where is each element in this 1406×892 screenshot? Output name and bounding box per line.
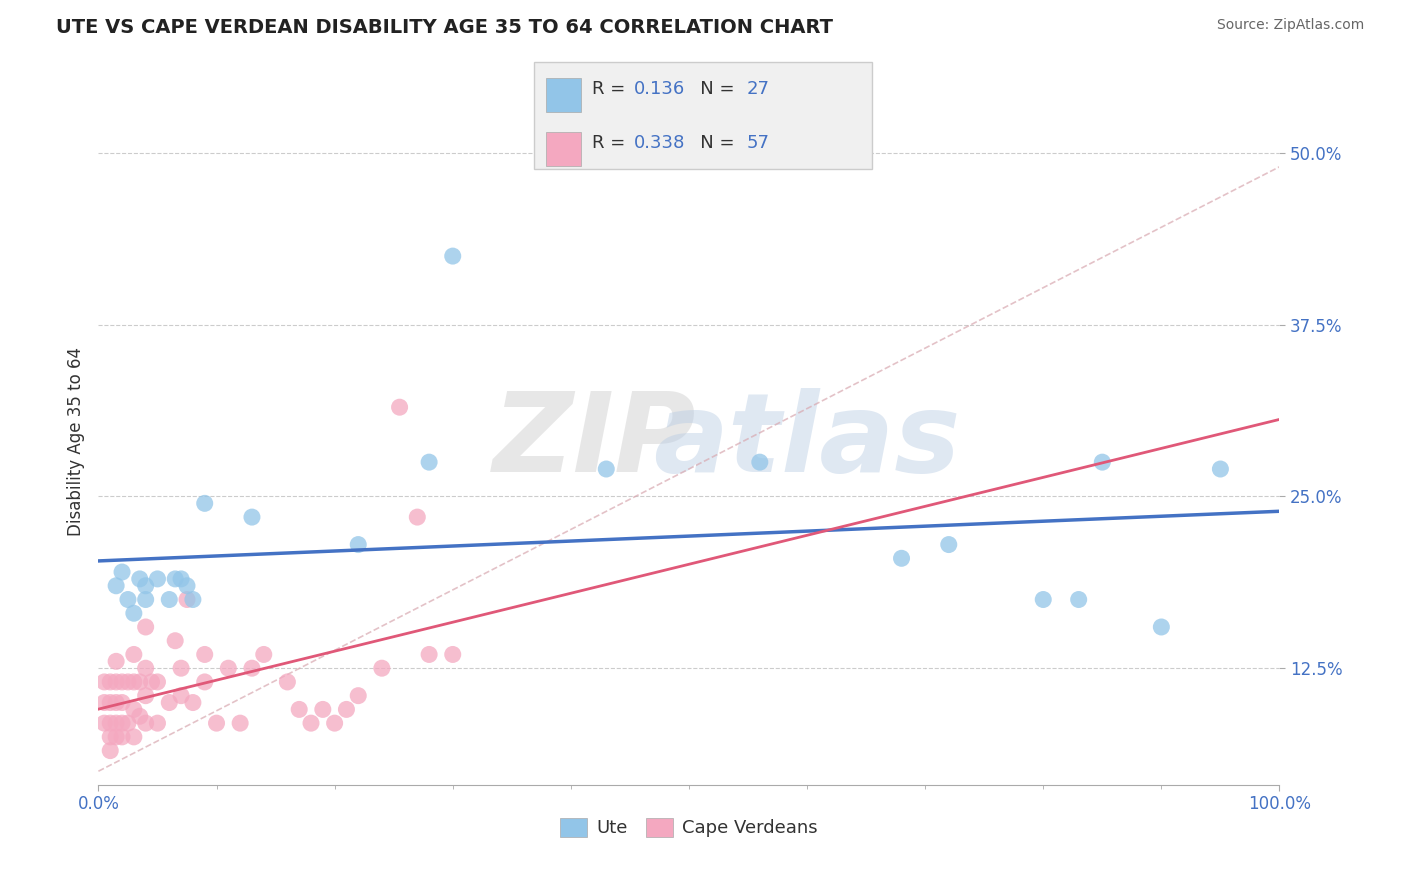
Point [170, 572, 193, 586]
Point [111, 565, 134, 579]
Point [170, 661, 193, 675]
Point [93, 696, 115, 710]
Point [205, 716, 228, 731]
Point [93, 674, 115, 689]
Text: 0.136: 0.136 [634, 80, 685, 98]
Text: 57: 57 [747, 134, 769, 152]
Point [595, 462, 617, 476]
Point [938, 537, 960, 551]
Text: 27: 27 [747, 80, 769, 98]
Text: UTE VS CAPE VERDEAN DISABILITY AGE 35 TO 64 CORRELATION CHART: UTE VS CAPE VERDEAN DISABILITY AGE 35 TO… [56, 18, 834, 37]
Point [288, 702, 311, 716]
Point [181, 592, 204, 607]
Point [98, 744, 121, 758]
Text: ZIP: ZIP [492, 388, 696, 495]
Point [146, 674, 169, 689]
Point [371, 661, 394, 675]
Point [111, 696, 134, 710]
Point [165, 633, 187, 648]
Point [157, 696, 180, 710]
Y-axis label: Disability Age 35 to 64: Disability Age 35 to 64 [66, 347, 84, 536]
Point [98, 696, 121, 710]
Point [122, 607, 145, 621]
Point [146, 572, 169, 586]
Point [165, 572, 187, 586]
Point [135, 592, 157, 607]
Point [122, 674, 145, 689]
Point [146, 716, 169, 731]
Point [128, 709, 150, 723]
Point [122, 702, 145, 716]
Point [335, 702, 357, 716]
Point [93, 716, 115, 731]
Point [1091, 455, 1114, 469]
Point [111, 716, 134, 731]
Point [98, 674, 121, 689]
Point [98, 730, 121, 744]
Point [128, 674, 150, 689]
Point [105, 674, 128, 689]
Point [194, 496, 217, 510]
Point [157, 592, 180, 607]
Text: R =: R = [592, 134, 631, 152]
Point [122, 730, 145, 744]
Point [406, 510, 429, 524]
Point [441, 648, 464, 662]
Point [299, 716, 322, 731]
Point [194, 648, 217, 662]
Point [111, 730, 134, 744]
Point [176, 592, 198, 607]
Point [388, 400, 411, 414]
Point [135, 716, 157, 731]
Point [276, 674, 298, 689]
Point [128, 572, 150, 586]
Point [240, 661, 263, 675]
Point [170, 689, 193, 703]
Point [347, 537, 370, 551]
Point [117, 716, 139, 731]
Point [135, 689, 157, 703]
Point [418, 648, 440, 662]
Point [312, 702, 335, 716]
Point [135, 661, 157, 675]
Point [253, 648, 276, 662]
Point [135, 579, 157, 593]
Point [347, 689, 370, 703]
Point [217, 661, 239, 675]
Point [1032, 592, 1054, 607]
Point [1150, 620, 1173, 634]
Text: N =: N = [683, 80, 741, 98]
Point [141, 674, 163, 689]
Point [98, 716, 121, 731]
Point [176, 579, 198, 593]
Point [748, 455, 770, 469]
Point [122, 648, 145, 662]
Point [117, 592, 139, 607]
Point [418, 455, 440, 469]
Point [181, 696, 204, 710]
Point [194, 674, 217, 689]
Point [890, 551, 912, 566]
Text: Source: ZipAtlas.com: Source: ZipAtlas.com [1216, 18, 1364, 32]
Text: R =: R = [592, 80, 631, 98]
Point [1067, 592, 1090, 607]
Point [323, 716, 346, 731]
Legend: Ute, Cape Verdeans: Ute, Cape Verdeans [553, 811, 825, 845]
Text: atlas: atlas [654, 388, 960, 495]
Point [240, 510, 263, 524]
Text: N =: N = [683, 134, 741, 152]
Point [105, 730, 128, 744]
Point [105, 716, 128, 731]
Point [135, 620, 157, 634]
Point [117, 674, 139, 689]
Point [111, 674, 134, 689]
Point [105, 579, 128, 593]
Point [105, 696, 128, 710]
Point [105, 654, 128, 668]
Text: 0.338: 0.338 [634, 134, 686, 152]
Point [1209, 462, 1232, 476]
Point [229, 716, 252, 731]
Point [441, 249, 464, 263]
